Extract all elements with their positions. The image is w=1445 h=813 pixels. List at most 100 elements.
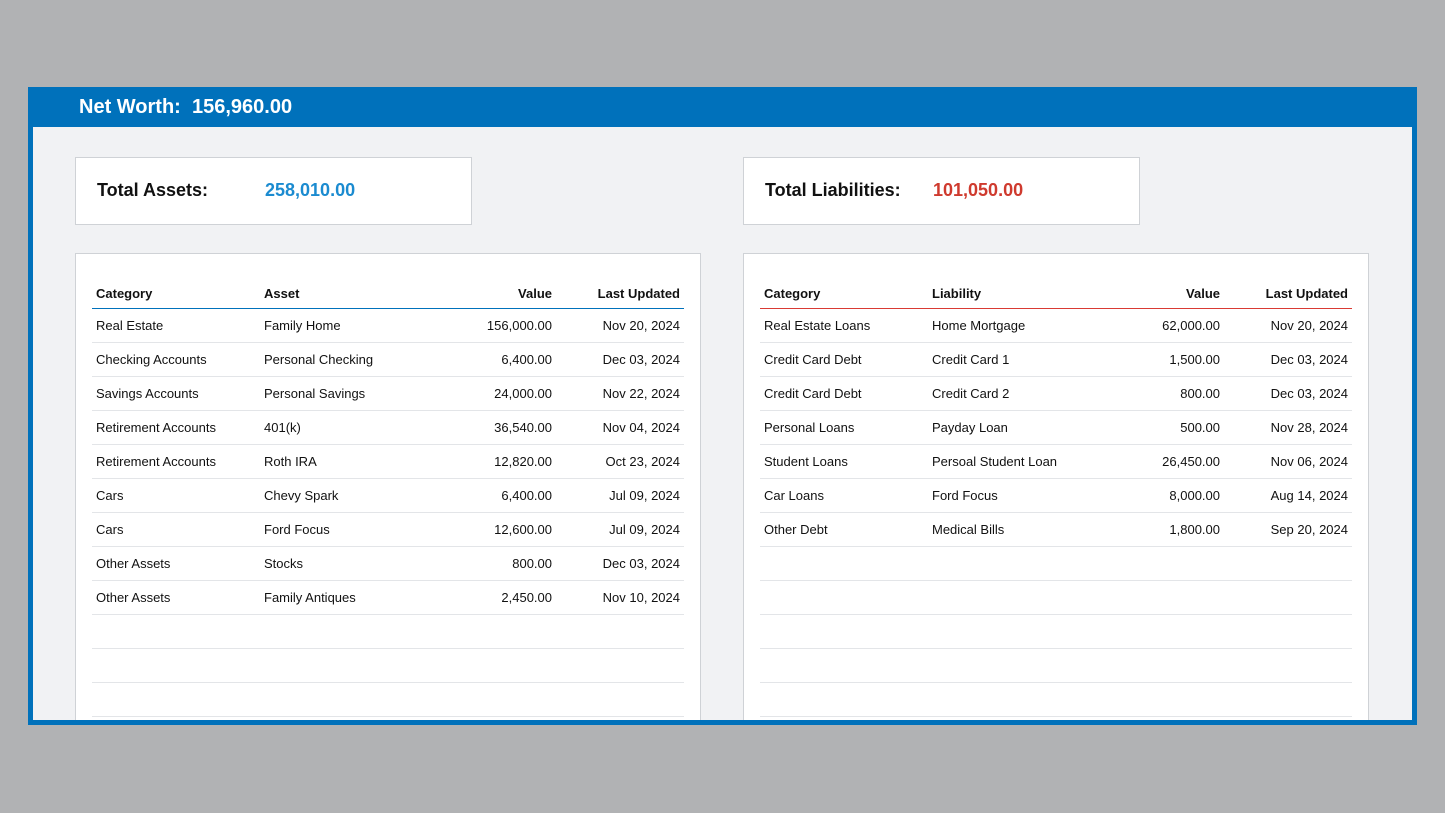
table-row: Real Estate Loans Home Mortgage 62,000.00 N…	[760, 309, 1352, 343]
cell-value: 8,000.00	[1096, 479, 1224, 513]
table-row	[92, 717, 684, 721]
assets-header-row: Category Asset Value Last Updated	[92, 274, 684, 309]
column-header-liability: Liability	[928, 274, 1096, 309]
cell-last-updated: Nov 06, 2024	[1224, 445, 1352, 479]
cell-value	[1096, 683, 1224, 717]
cell-value: 12,820.00	[428, 445, 556, 479]
cell-category: Real Estate	[92, 309, 260, 343]
liabilities-table-card: Category Liability Value Last Updated Re…	[743, 253, 1369, 720]
table-row: Other Debt Medical Bills 1,800.00 Sep 20, 2…	[760, 513, 1352, 547]
cell-last-updated	[1224, 683, 1352, 717]
cell-category	[760, 581, 928, 615]
cell-name	[928, 547, 1096, 581]
cell-value	[428, 717, 556, 721]
table-row: Cars Chevy Spark 6,400.00 Jul 09, 2024	[92, 479, 684, 513]
cell-name: Roth IRA	[260, 445, 428, 479]
cell-last-updated	[1224, 547, 1352, 581]
cell-value	[428, 615, 556, 649]
cell-last-updated: Jul 09, 2024	[556, 513, 684, 547]
cell-value: 6,400.00	[428, 343, 556, 377]
cell-name	[928, 649, 1096, 683]
total-assets-value: 258,010.00	[265, 180, 355, 201]
cell-category	[92, 717, 260, 721]
table-row: Other Assets Stocks 800.00 Dec 03, 2024	[92, 547, 684, 581]
cell-value: 800.00	[1096, 377, 1224, 411]
table-row: Personal Loans Payday Loan 500.00 Nov 28, 2…	[760, 411, 1352, 445]
cell-category: Car Loans	[760, 479, 928, 513]
total-liabilities-value: 101,050.00	[933, 180, 1023, 201]
table-row: Retirement Accounts Roth IRA 12,820.00 Oct …	[92, 445, 684, 479]
cell-value: 1,800.00	[1096, 513, 1224, 547]
table-row	[760, 581, 1352, 615]
cell-last-updated	[556, 717, 684, 721]
column-header-value: Value	[428, 274, 556, 309]
cell-value	[1096, 547, 1224, 581]
cell-name: Payday Loan	[928, 411, 1096, 445]
cell-category	[760, 683, 928, 717]
table-row: Car Loans Ford Focus 8,000.00 Aug 14, 2024	[760, 479, 1352, 513]
table-row	[760, 649, 1352, 683]
cell-name: Medical Bills	[928, 513, 1096, 547]
title-bar: Net Worth: 156,960.00	[28, 87, 1417, 127]
assets-table-body: Real Estate Family Home 156,000.00 Nov 20, …	[92, 309, 684, 721]
table-row: Savings Accounts Personal Savings 24,000.0…	[92, 377, 684, 411]
table-row: Other Assets Family Antiques 2,450.00 Nov 1…	[92, 581, 684, 615]
cell-name: Home Mortgage	[928, 309, 1096, 343]
cell-value: 2,450.00	[428, 581, 556, 615]
cell-last-updated: Oct 23, 2024	[556, 445, 684, 479]
table-row	[760, 615, 1352, 649]
cell-name: 401(k)	[260, 411, 428, 445]
cell-value: 36,540.00	[428, 411, 556, 445]
cell-last-updated: Dec 03, 2024	[1224, 343, 1352, 377]
cell-last-updated: Dec 03, 2024	[556, 547, 684, 581]
cell-name	[928, 581, 1096, 615]
cell-last-updated	[556, 649, 684, 683]
cell-name	[928, 615, 1096, 649]
cell-value	[428, 649, 556, 683]
cell-name	[260, 683, 428, 717]
cell-name: Family Home	[260, 309, 428, 343]
cell-last-updated: Jul 09, 2024	[556, 479, 684, 513]
table-row	[760, 683, 1352, 717]
table-row: Checking Accounts Personal Checking 6,400.…	[92, 343, 684, 377]
total-liabilities-label: Total Liabilities:	[765, 180, 901, 201]
liabilities-header-row: Category Liability Value Last Updated	[760, 274, 1352, 309]
cell-last-updated	[1224, 717, 1352, 721]
cell-name: Persoal Student Loan	[928, 445, 1096, 479]
cell-category	[760, 717, 928, 721]
table-row: Student Loans Persoal Student Loan 26,450.…	[760, 445, 1352, 479]
cell-category	[92, 683, 260, 717]
report-body: Total Assets: 258,010.00 Total Liabiliti…	[33, 127, 1412, 720]
cell-category	[760, 547, 928, 581]
cell-value: 1,500.00	[1096, 343, 1224, 377]
net-worth-label: Net Worth:	[79, 95, 181, 119]
cell-last-updated: Nov 20, 2024	[556, 309, 684, 343]
cell-name: Chevy Spark	[260, 479, 428, 513]
cell-name	[260, 615, 428, 649]
cell-value	[1096, 649, 1224, 683]
cell-last-updated	[556, 615, 684, 649]
total-assets-label: Total Assets:	[97, 180, 208, 201]
cell-name: Credit Card 1	[928, 343, 1096, 377]
assets-table-card: Category Asset Value Last Updated Real E…	[75, 253, 701, 720]
cell-last-updated: Nov 22, 2024	[556, 377, 684, 411]
cell-value: 156,000.00	[428, 309, 556, 343]
table-row: Real Estate Family Home 156,000.00 Nov 20, …	[92, 309, 684, 343]
cell-name: Ford Focus	[260, 513, 428, 547]
cell-last-updated	[1224, 615, 1352, 649]
cell-category: Cars	[92, 479, 260, 513]
cell-category: Cars	[92, 513, 260, 547]
cell-last-updated: Nov 04, 2024	[556, 411, 684, 445]
cell-last-updated: Nov 10, 2024	[556, 581, 684, 615]
table-row	[760, 717, 1352, 721]
column-header-category: Category	[92, 274, 260, 309]
cell-category: Personal Loans	[760, 411, 928, 445]
cell-value	[428, 683, 556, 717]
cell-category: Other Assets	[92, 581, 260, 615]
table-row: Credit Card Debt Credit Card 1 1,500.00 Dec…	[760, 343, 1352, 377]
cell-value	[1096, 717, 1224, 721]
cell-name: Personal Checking	[260, 343, 428, 377]
cell-category: Other Debt	[760, 513, 928, 547]
column-header-last-updated: Last Updated	[1224, 274, 1352, 309]
cell-name	[260, 717, 428, 721]
